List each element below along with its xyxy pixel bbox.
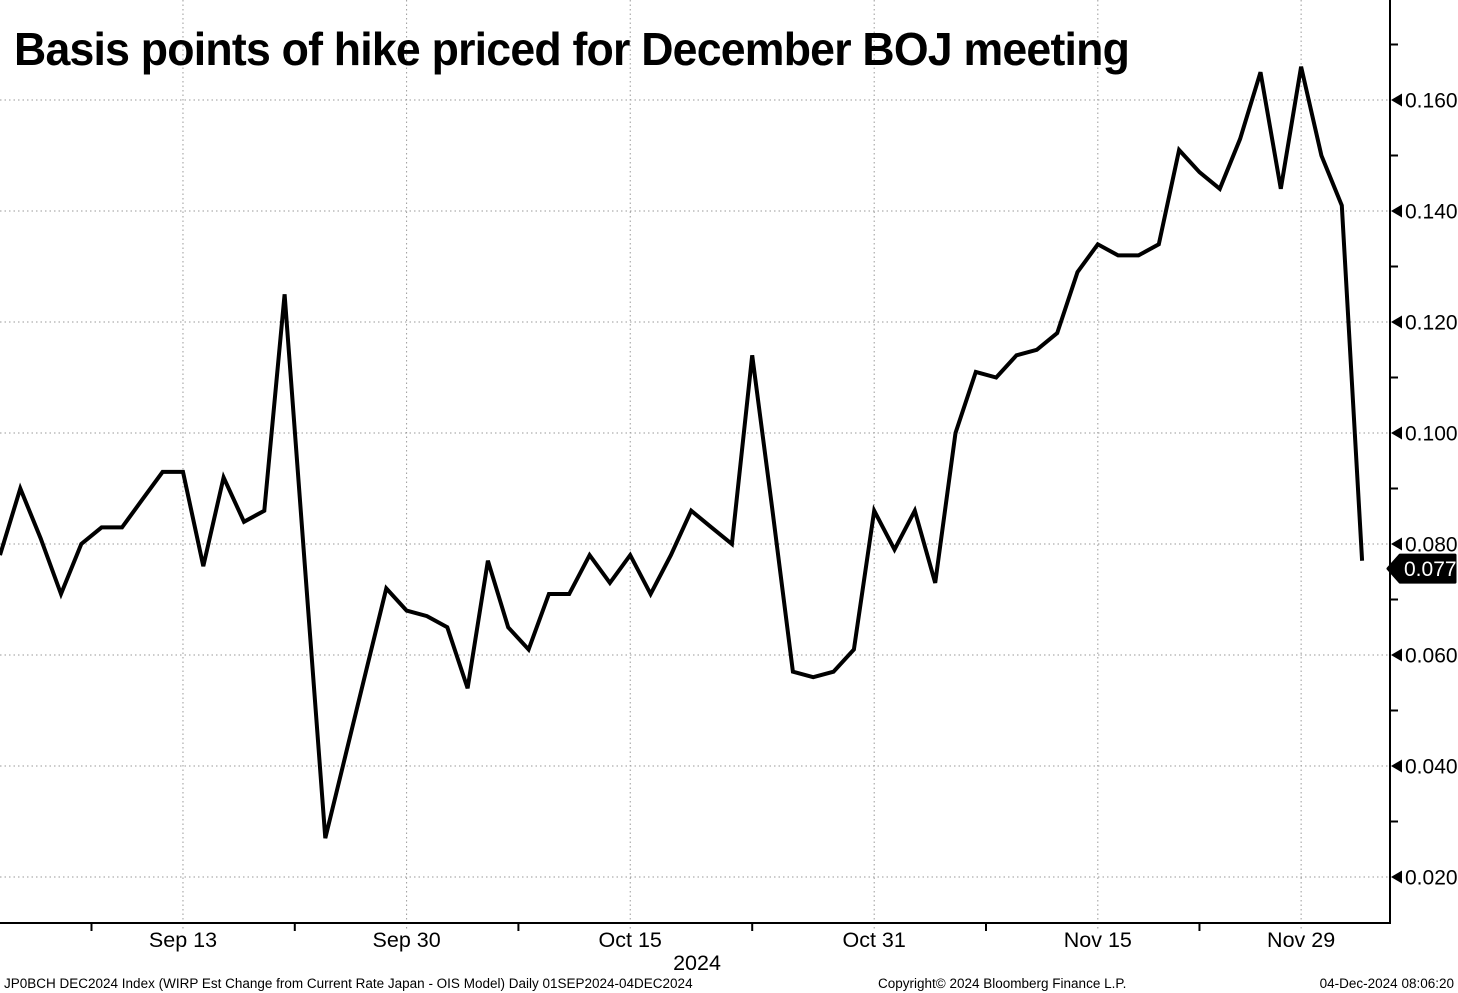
y-axis-label: 0.020 — [1405, 867, 1458, 890]
timestamp: 04-Dec-2024 08:06:20 — [1319, 976, 1454, 991]
y-axis-label: 0.160 — [1405, 90, 1458, 113]
y-tick-arrow-icon — [1391, 648, 1402, 662]
last-price-badge — [1386, 553, 1457, 584]
y-axis-label: 0.120 — [1405, 312, 1458, 335]
y-tick-arrow-icon — [1391, 759, 1402, 773]
y-tick-arrow-icon — [1391, 537, 1402, 551]
x-axis-label: Sep 13 — [149, 928, 217, 952]
y-axis-label: 0.060 — [1405, 645, 1458, 668]
y-tick-arrow-icon — [1391, 315, 1402, 329]
y-tick-arrow-icon — [1391, 870, 1402, 884]
x-axis-label: Nov 29 — [1267, 928, 1335, 952]
y-axis-label: 0.080 — [1405, 534, 1458, 557]
y-axis-label: 0.140 — [1405, 201, 1458, 224]
y-tick-arrow-icon — [1391, 426, 1402, 440]
y-tick-arrow-icon — [1391, 93, 1402, 107]
x-axis-label: Sep 30 — [373, 928, 441, 952]
y-axis-label: 0.040 — [1405, 756, 1458, 779]
x-axis-label: Oct 31 — [843, 928, 906, 952]
price-line — [0, 66, 1365, 839]
y-tick-arrow-icon — [1391, 204, 1402, 218]
chart-footer: JP0BCH DEC2024 Index (WIRP Est Change fr… — [0, 974, 1458, 993]
x-axis-label: Oct 15 — [599, 928, 662, 952]
x-axis-label: Nov 15 — [1064, 928, 1132, 952]
y-axis-label: 0.100 — [1405, 423, 1458, 446]
x-axis-year-label: 2024 — [673, 951, 721, 975]
copyright-notice: Copyright© 2024 Bloomberg Finance L.P. — [878, 976, 1127, 991]
last-price-label: 0.077 — [1404, 558, 1457, 581]
security-description: JP0BCH DEC2024 Index (WIRP Est Change fr… — [4, 976, 693, 991]
chart-title: Basis points of hike priced for December… — [14, 23, 1130, 75]
